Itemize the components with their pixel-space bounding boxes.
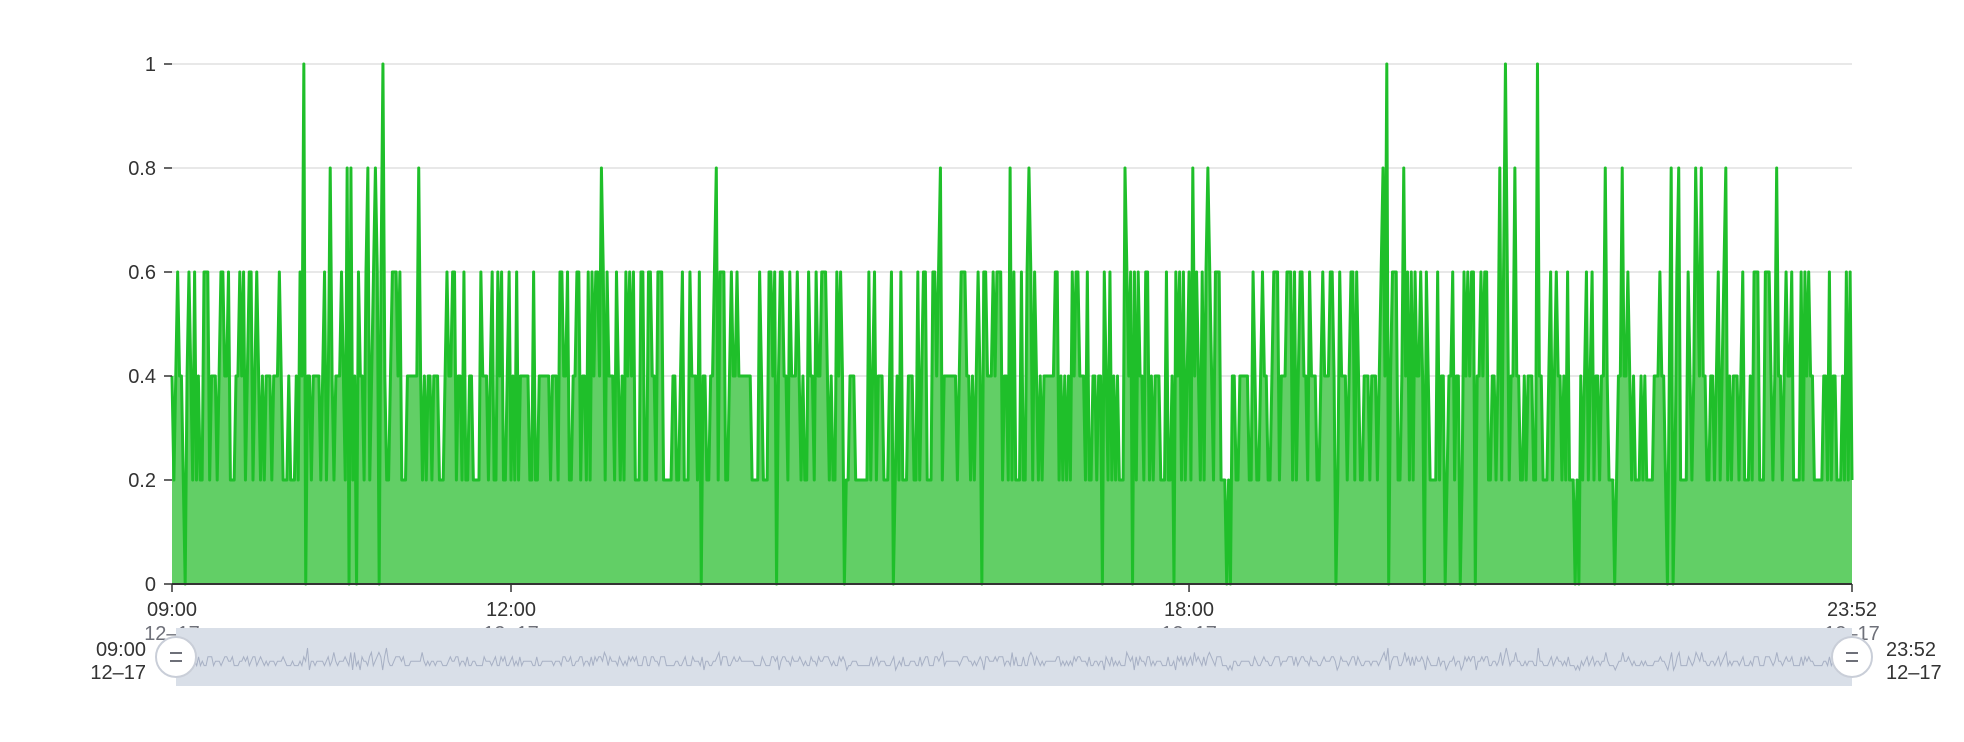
series-line-path — [170, 62, 1854, 586]
y-tick-label: 0.2 — [128, 470, 156, 492]
y-axis-ticks: 0 0.2 0.4 0.6 0.8 1 — [128, 54, 172, 596]
series-area — [172, 64, 1852, 584]
slider-handle-icon — [170, 652, 182, 662]
x-tick-time: 09:00 — [147, 599, 197, 621]
datazoom-end-time: 23:52 — [1886, 639, 1936, 661]
datazoom-end-date: 12–17 — [1886, 662, 1942, 684]
y-tick-label: 0.6 — [128, 262, 156, 284]
y-tick-label: 1 — [145, 54, 156, 76]
y-tick-label: 0 — [145, 574, 156, 596]
datazoom-track[interactable] — [176, 628, 1852, 686]
datazoom-start-handle[interactable] — [155, 636, 197, 678]
datazoom-start-time: 09:00 — [96, 639, 146, 661]
y-tick-label: 0.4 — [128, 366, 156, 388]
datazoom-preview-line — [175, 647, 1853, 672]
series-area-fill — [172, 64, 1852, 584]
slider-handle-icon — [1846, 652, 1858, 662]
y-tick-label: 0.8 — [128, 158, 156, 180]
x-tick-time: 23:52 — [1827, 599, 1877, 621]
x-tick-time: 18:00 — [1164, 599, 1214, 621]
datazoom-end-handle[interactable] — [1831, 636, 1873, 678]
x-tick-time: 12:00 — [486, 599, 536, 621]
series-line — [170, 62, 1854, 586]
datazoom-slider[interactable]: 09:00 12–17 23:52 12–17 — [90, 628, 1942, 686]
datazoom-start-date: 12–17 — [90, 662, 146, 684]
